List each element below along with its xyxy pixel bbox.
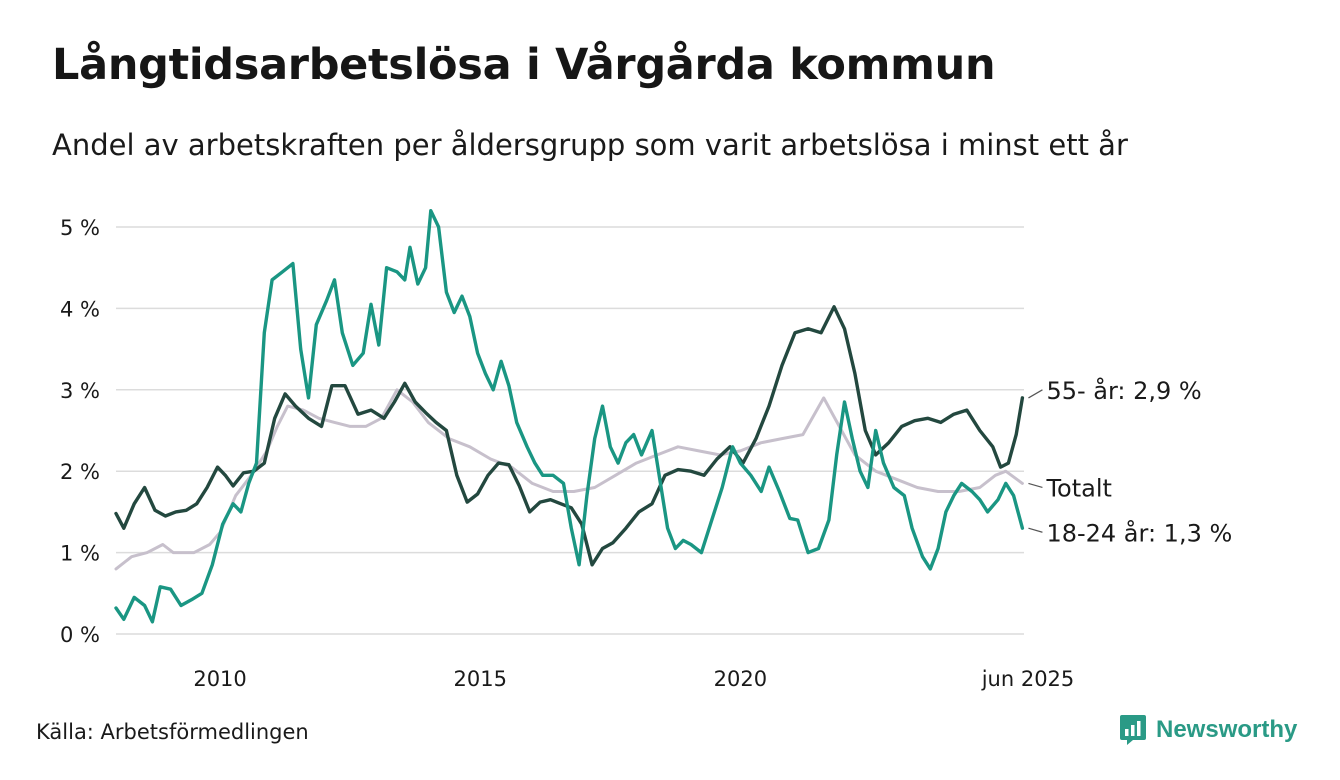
brand-name: Newsworthy (1156, 716, 1298, 743)
series-line-age55 (114, 305, 1025, 567)
label-leader-age55 (1028, 389, 1043, 399)
series-line-total (114, 388, 1024, 571)
series-line-age18_24 (114, 209, 1025, 624)
y-tick-label: 0 % (60, 623, 100, 647)
x-tick-label: jun 2025 (981, 667, 1075, 691)
series-label-total: Totalt (1045, 474, 1111, 502)
newsworthy-logo-icon (1120, 715, 1146, 745)
series-label-age18_24: 18-24 år: 1,3 % (1046, 518, 1232, 547)
y-axis-tick-labels: 0 % 1 % 2 % 3 % 4 % 5 % (60, 216, 100, 647)
series-lines (114, 209, 1025, 624)
brand-logo: Newsworthy (1119, 714, 1297, 746)
x-tick-label: 2015 (454, 667, 507, 691)
label-leader-total (1028, 482, 1043, 489)
y-tick-label: 5 % (60, 216, 100, 240)
series-label-age55: 55- år: 2,9 % (1046, 376, 1201, 405)
x-tick-label: 2020 (714, 667, 767, 691)
y-tick-label: 4 % (60, 297, 100, 321)
grid-lines (116, 226, 1024, 635)
x-axis-tick-labels: 2010 2015 2020 jun 2025 (193, 667, 1074, 691)
chart-subtitle: Andel av arbetskraften per åldersgrupp s… (52, 128, 1128, 162)
source-note: Källa: Arbetsförmedlingen (36, 720, 309, 744)
series-end-labels: Totalt 55- år: 2,9 % 18-24 år: 1,3 % (1028, 376, 1232, 547)
chart-title: Långtidsarbetslösa i Vårgårda kommun (52, 40, 996, 90)
y-tick-label: 3 % (60, 379, 100, 403)
y-tick-label: 2 % (60, 460, 100, 484)
x-tick-label: 2010 (193, 667, 246, 691)
y-tick-label: 1 % (60, 542, 100, 566)
label-leader-age18_24 (1028, 527, 1043, 533)
